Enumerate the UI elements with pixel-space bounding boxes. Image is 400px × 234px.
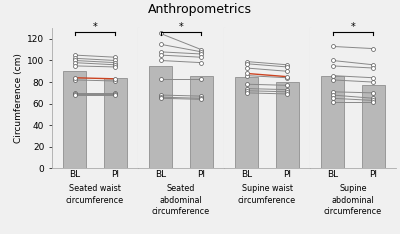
Text: Anthropometrics: Anthropometrics xyxy=(148,3,252,16)
Bar xyxy=(149,66,172,168)
Bar xyxy=(362,85,385,168)
Y-axis label: Circumference (cm): Circumference (cm) xyxy=(14,53,23,143)
Text: *: * xyxy=(93,22,97,32)
Bar xyxy=(63,71,86,168)
Bar xyxy=(321,76,344,168)
Bar xyxy=(190,76,213,168)
Bar xyxy=(276,82,299,168)
X-axis label: Supine
abdominal
circumference: Supine abdominal circumference xyxy=(324,184,382,216)
Bar xyxy=(235,77,258,168)
X-axis label: Supine waist
circumference: Supine waist circumference xyxy=(238,184,296,205)
Text: *: * xyxy=(179,22,183,32)
Bar xyxy=(104,78,127,168)
X-axis label: Seated waist
circumference: Seated waist circumference xyxy=(66,184,124,205)
X-axis label: Seated
abdominal
circumference: Seated abdominal circumference xyxy=(152,184,210,216)
Text: *: * xyxy=(351,22,355,32)
